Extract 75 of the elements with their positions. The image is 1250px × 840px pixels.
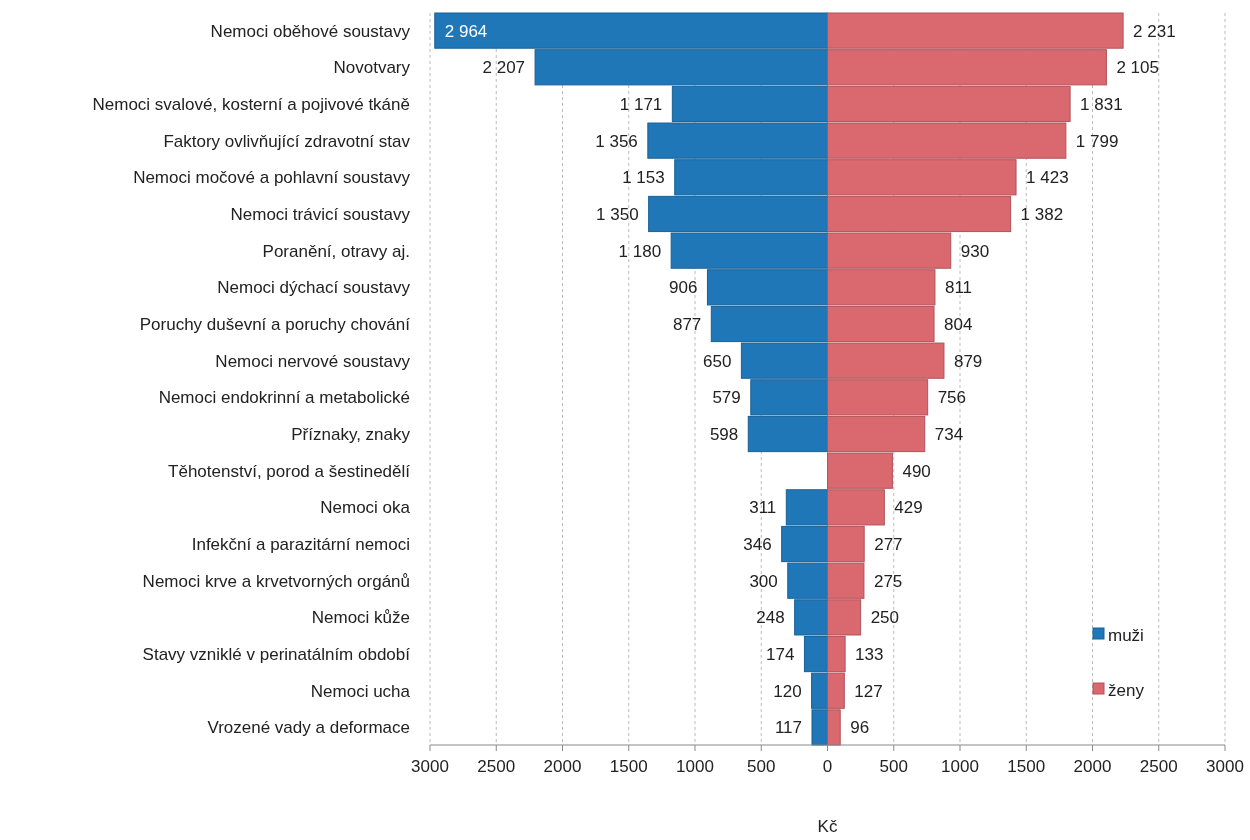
y-tick-label: Poruchy duševní a poruchy chování <box>139 314 411 334</box>
data-label: 311 <box>749 498 777 518</box>
data-label: 804 <box>944 314 973 334</box>
data-label: 877 <box>672 314 702 334</box>
x-tick-label: 2500 <box>477 757 516 776</box>
data-label: 490 <box>902 461 931 481</box>
x-tick-label: 1000 <box>941 757 979 776</box>
data-label: 1 356 <box>595 131 638 151</box>
data-label: 811 <box>944 278 973 298</box>
data-label: 250 <box>870 608 899 628</box>
y-tick-label: Stavy vzniklé v perinatálním období <box>142 645 411 664</box>
y-tick-label: Infekční a parazitární nemoci <box>191 534 410 554</box>
data-label: 2 207 <box>482 58 526 78</box>
x-tick-label: 1500 <box>1007 757 1046 776</box>
data-label: 1 153 <box>622 168 665 188</box>
x-tick-label: 3000 <box>411 757 449 776</box>
data-label: 1 382 <box>1020 204 1064 224</box>
data-label: 429 <box>894 498 923 518</box>
data-label: 133 <box>855 645 884 664</box>
x-tick-label: 1000 <box>676 757 714 776</box>
data-label: 275 <box>873 571 903 591</box>
y-tick-label: Nemoci nervové soustavy <box>215 351 411 371</box>
data-label: 930 <box>960 241 990 261</box>
x-axis-title: Kč <box>817 817 838 836</box>
data-label: 120 <box>773 681 802 701</box>
y-tick-label: Nemoci svalové, kosterní a pojivové tkáně <box>92 94 410 114</box>
data-label: 1 423 <box>1026 168 1069 188</box>
data-label: 2 105 <box>1116 58 1159 78</box>
y-tick-label: Novotvary <box>333 58 411 78</box>
legend-label: muži <box>1108 625 1144 645</box>
data-label: 1 350 <box>596 204 639 224</box>
data-label: 300 <box>749 571 778 591</box>
y-tick-label: Nemoci dýchací soustavy <box>217 278 411 298</box>
data-label: 598 <box>709 424 739 444</box>
y-tick-label: Nemoci trávicí soustavy <box>230 204 411 224</box>
y-tick-label: Nemoci endokrinní a metabolické <box>158 388 410 408</box>
data-label: 579 <box>712 388 741 408</box>
y-tick-label: Nemoci močové a pohlavní soustavy <box>133 168 411 188</box>
y-tick-label: Nemoci ucha <box>310 681 411 701</box>
y-tick-label: Nemoci krve a krvetvorných orgánů <box>142 571 410 591</box>
data-label: 277 <box>874 534 903 554</box>
data-label: 756 <box>937 388 967 408</box>
y-tick-label: Poranění, otravy aj. <box>262 241 410 261</box>
x-tick-label: 500 <box>879 757 908 776</box>
data-label: 879 <box>953 351 983 371</box>
data-label: 2 231 <box>1133 21 1176 41</box>
x-tick-label: 2000 <box>1073 757 1112 776</box>
data-label: 906 <box>669 278 698 298</box>
y-tick-label: Těhotenství, porod a šestinedělí <box>168 461 411 481</box>
y-tick-label: Příznaky, znaky <box>291 424 411 444</box>
data-label: 127 <box>854 681 883 701</box>
x-tick-label: 1500 <box>609 757 648 776</box>
data-label: 1 180 <box>618 241 662 261</box>
x-tick-label: 0 <box>822 757 833 776</box>
x-tick-label: 2500 <box>1139 757 1178 776</box>
data-label: 248 <box>756 608 785 628</box>
data-label: 117 <box>774 718 802 738</box>
data-label: 650 <box>703 351 732 371</box>
x-tick-label: 2000 <box>543 757 582 776</box>
x-tick-label: 3000 <box>1206 757 1244 776</box>
y-tick-label: Faktory ovlivňující zdravotní stav <box>163 131 411 151</box>
y-tick-label: Nemoci oka <box>320 498 411 518</box>
legend-label: ženy <box>1108 680 1145 700</box>
data-label: 96 <box>850 718 870 738</box>
y-tick-label: Vrozené vady a deformace <box>207 718 410 738</box>
y-tick-label: Nemoci kůže <box>311 608 410 628</box>
data-label: 1 171 <box>619 94 663 114</box>
data-label: 2 964 <box>444 21 488 41</box>
data-label: 174 <box>766 645 795 664</box>
data-label: 346 <box>743 534 772 554</box>
data-label: 1 831 <box>1080 94 1123 114</box>
x-tick-label: 500 <box>747 757 776 776</box>
data-label: 734 <box>934 424 964 444</box>
y-tick-label: Nemoci oběhové soustavy <box>210 21 411 41</box>
data-label: 1 799 <box>1075 131 1119 151</box>
